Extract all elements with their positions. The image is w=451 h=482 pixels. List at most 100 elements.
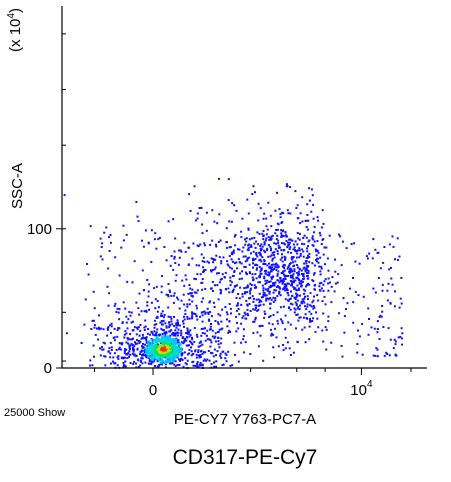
data-point bbox=[169, 334, 172, 337]
data-point bbox=[303, 234, 306, 237]
data-point bbox=[307, 298, 309, 301]
data-point bbox=[195, 356, 198, 359]
data-point bbox=[263, 259, 266, 262]
data-point bbox=[166, 337, 169, 340]
data-point bbox=[109, 241, 112, 244]
data-point bbox=[173, 255, 176, 258]
data-point bbox=[177, 339, 180, 342]
data-point bbox=[267, 201, 270, 204]
data-point bbox=[244, 243, 247, 246]
data-point bbox=[145, 352, 148, 355]
data-point bbox=[190, 350, 193, 353]
data-point bbox=[231, 253, 234, 256]
data-point bbox=[232, 249, 235, 252]
data-point bbox=[258, 259, 261, 262]
data-point bbox=[257, 219, 260, 222]
data-point bbox=[170, 320, 173, 323]
data-point bbox=[281, 282, 284, 285]
data-point bbox=[319, 270, 322, 273]
data-point bbox=[188, 348, 191, 351]
data-point bbox=[341, 355, 344, 358]
data-point bbox=[320, 265, 323, 268]
data-point bbox=[277, 239, 280, 242]
data-point bbox=[321, 329, 324, 332]
data-point bbox=[153, 319, 156, 322]
data-point bbox=[142, 245, 145, 248]
data-point bbox=[281, 260, 284, 263]
plot-title: CD317-PE-Cy7 bbox=[172, 446, 318, 469]
data-point bbox=[243, 287, 246, 290]
data-point bbox=[255, 240, 258, 243]
data-point bbox=[313, 284, 316, 287]
data-point bbox=[228, 220, 231, 223]
data-point bbox=[151, 361, 154, 364]
data-point bbox=[110, 322, 113, 325]
data-point bbox=[182, 342, 185, 345]
data-point bbox=[133, 326, 136, 329]
data-point bbox=[202, 266, 205, 269]
data-point bbox=[176, 341, 179, 344]
data-point bbox=[267, 255, 270, 258]
data-point bbox=[213, 306, 216, 308]
data-point bbox=[346, 302, 349, 305]
data-point bbox=[281, 281, 284, 284]
data-point bbox=[139, 360, 142, 363]
data-point bbox=[170, 255, 173, 257]
data-point bbox=[157, 355, 160, 357]
data-point bbox=[233, 269, 236, 272]
data-point bbox=[253, 320, 256, 323]
data-point bbox=[268, 273, 271, 276]
data-point bbox=[159, 359, 162, 362]
data-point bbox=[216, 272, 218, 275]
data-point bbox=[141, 269, 144, 272]
data-point bbox=[93, 355, 95, 358]
data-point bbox=[295, 292, 298, 295]
data-point bbox=[121, 321, 124, 324]
data-point bbox=[163, 314, 166, 316]
data-point bbox=[326, 257, 329, 260]
data-point bbox=[99, 255, 102, 258]
data-point bbox=[283, 285, 286, 288]
data-point bbox=[185, 344, 188, 347]
data-point bbox=[231, 275, 234, 277]
data-point bbox=[262, 238, 265, 241]
data-point bbox=[198, 356, 201, 359]
data-point bbox=[292, 261, 294, 264]
data-point bbox=[289, 302, 292, 305]
data-point bbox=[273, 242, 276, 245]
data-point bbox=[173, 358, 176, 361]
data-point bbox=[147, 242, 150, 245]
data-point bbox=[316, 216, 319, 219]
data-point bbox=[256, 331, 259, 334]
data-point bbox=[170, 317, 173, 320]
data-point bbox=[141, 354, 143, 357]
data-point bbox=[272, 263, 275, 266]
data-point bbox=[118, 308, 121, 311]
data-point bbox=[151, 332, 154, 335]
data-point bbox=[268, 316, 271, 319]
data-point bbox=[152, 333, 155, 336]
data-point bbox=[124, 348, 127, 351]
data-point bbox=[318, 282, 321, 285]
data-point bbox=[228, 329, 231, 332]
data-point bbox=[260, 267, 263, 270]
data-point bbox=[239, 286, 242, 289]
data-point bbox=[107, 304, 110, 307]
data-point bbox=[168, 340, 171, 343]
data-point bbox=[270, 267, 273, 270]
data-point bbox=[174, 365, 177, 368]
data-point bbox=[167, 306, 170, 309]
data-point bbox=[247, 247, 250, 250]
data-point bbox=[217, 340, 220, 343]
data-point bbox=[279, 306, 282, 309]
data-point bbox=[209, 243, 212, 246]
data-point bbox=[378, 315, 381, 318]
data-point bbox=[170, 294, 173, 297]
data-point bbox=[292, 248, 295, 251]
data-point bbox=[154, 232, 157, 235]
data-point bbox=[233, 341, 236, 344]
data-point bbox=[146, 304, 149, 307]
data-point bbox=[199, 362, 202, 364]
data-point bbox=[233, 235, 236, 238]
data-point bbox=[260, 248, 263, 251]
